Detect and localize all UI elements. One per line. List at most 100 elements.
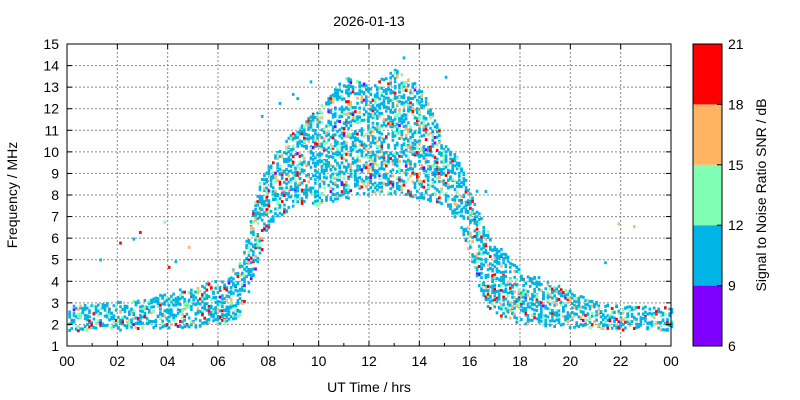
data-cell	[562, 314, 565, 318]
data-cell	[174, 303, 178, 307]
data-cell	[442, 154, 446, 158]
data-cell	[123, 304, 127, 308]
data-cell	[473, 202, 477, 206]
data-cell	[478, 247, 481, 251]
data-cell	[336, 173, 339, 177]
data-cell	[515, 320, 519, 324]
data-cell	[431, 181, 435, 184]
data-cell	[376, 188, 379, 192]
data-cell	[92, 317, 96, 321]
data-cell	[190, 320, 193, 324]
data-cell	[88, 309, 91, 313]
data-cell	[422, 125, 426, 129]
data-cell	[650, 323, 654, 327]
data-cell	[427, 153, 430, 157]
data-cell	[318, 135, 322, 139]
data-cell	[229, 276, 233, 280]
data-cell	[72, 308, 76, 312]
data-cell	[347, 190, 350, 194]
data-cell	[108, 313, 111, 317]
data-cell	[380, 112, 384, 116]
data-cell	[347, 126, 350, 130]
data-cell	[391, 90, 395, 94]
data-cell	[520, 318, 523, 321]
data-cell	[619, 311, 623, 315]
data-cell	[411, 132, 415, 136]
data-cell	[331, 165, 335, 169]
data-cell	[94, 321, 98, 325]
data-cell	[318, 154, 322, 158]
data-cell	[641, 312, 645, 316]
data-cell	[79, 316, 82, 319]
data-cell	[79, 306, 82, 310]
data-cell	[435, 176, 439, 180]
data-cell	[517, 293, 521, 297]
data-cell	[471, 257, 474, 261]
data-cell	[438, 127, 441, 131]
data-cell	[371, 138, 375, 142]
data-cell	[462, 193, 466, 197]
data-cell	[185, 306, 189, 309]
data-cell	[254, 200, 257, 204]
data-cell	[438, 190, 441, 194]
data-cell	[382, 151, 386, 155]
data-cell	[203, 286, 206, 290]
data-cell	[537, 281, 541, 285]
data-cell	[537, 318, 541, 321]
data-cell	[493, 287, 497, 291]
data-cell	[382, 118, 386, 122]
data-cell	[431, 178, 435, 182]
data-cell	[212, 313, 215, 317]
data-cell	[241, 282, 244, 286]
data-cell	[148, 319, 151, 323]
data-cell	[194, 312, 198, 316]
data-cell	[511, 295, 514, 299]
data-cell	[278, 155, 282, 159]
data-cell	[322, 142, 326, 146]
data-cell	[371, 125, 375, 129]
data-cell	[139, 309, 142, 313]
data-cell	[265, 171, 268, 175]
data-cell	[325, 166, 328, 170]
data-cell	[201, 297, 204, 301]
data-cell	[132, 323, 136, 327]
data-cell	[482, 242, 485, 246]
data-cell	[249, 220, 253, 224]
data-cell	[393, 161, 397, 165]
data-cell	[548, 285, 552, 289]
data-cell	[453, 198, 457, 202]
data-cell	[500, 279, 503, 282]
x-tick-label: 08	[261, 353, 277, 369]
data-cell	[442, 171, 446, 175]
data-cell	[398, 188, 401, 191]
data-cell	[513, 263, 516, 267]
chart-title: 2026-01-13	[333, 13, 405, 29]
data-cell	[238, 292, 242, 296]
data-cell	[331, 93, 335, 97]
data-cell	[473, 212, 477, 216]
data-cell	[617, 320, 621, 324]
data-cell	[444, 194, 448, 198]
data-cell	[214, 295, 217, 299]
data-cell	[400, 133, 404, 137]
data-cell	[311, 174, 315, 178]
data-cell	[291, 176, 295, 180]
data-cell	[666, 328, 669, 331]
data-cell	[424, 103, 428, 107]
data-cell	[340, 107, 344, 111]
data-cell	[114, 305, 118, 309]
data-cell	[356, 159, 359, 163]
data-cell	[559, 323, 563, 327]
data-cell	[338, 178, 341, 182]
data-cell	[190, 323, 193, 327]
data-cell	[296, 141, 299, 145]
data-cell	[254, 238, 257, 242]
data-cell	[416, 179, 419, 183]
data-cell	[347, 91, 350, 95]
data-cell	[198, 302, 202, 306]
data-cell	[234, 304, 237, 308]
data-cell	[621, 322, 625, 326]
data-cell	[398, 125, 401, 129]
data-cell	[114, 319, 118, 322]
data-cell	[267, 219, 271, 223]
